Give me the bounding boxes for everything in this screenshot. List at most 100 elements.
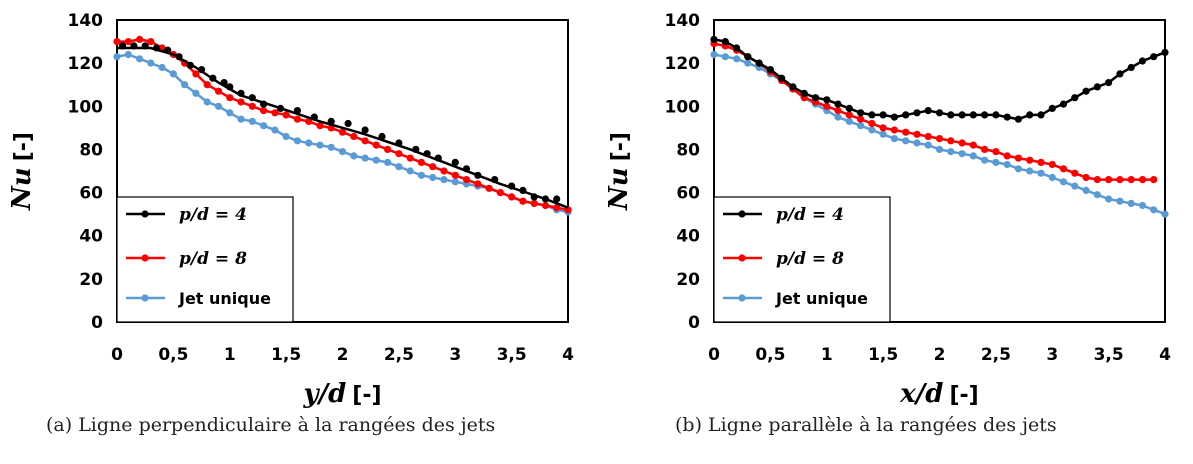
data-point: [834, 107, 842, 115]
data-point: [338, 148, 347, 156]
data-point: [316, 122, 324, 130]
data-point: [192, 70, 200, 78]
data-point: [1003, 113, 1011, 121]
data-point: [220, 79, 228, 87]
data-point: [1071, 182, 1079, 190]
data-point: [857, 109, 865, 117]
data-point: [1116, 197, 1124, 205]
data-point: [282, 111, 290, 119]
legend-label: p/d = 8: [179, 249, 247, 269]
data-point: [136, 35, 144, 44]
y-tick-label: 0: [91, 313, 103, 333]
data-point: [1105, 195, 1113, 203]
series-0: [710, 35, 1169, 123]
data-point: [868, 111, 876, 119]
data-point: [1082, 87, 1090, 95]
data-point: [248, 102, 256, 110]
data-point: [305, 139, 313, 147]
data-point: [1071, 169, 1079, 177]
data-point: [124, 38, 132, 46]
data-point: [130, 42, 138, 50]
data-point: [1150, 206, 1158, 214]
series-line: [117, 46, 569, 209]
plot-frame: [116, 19, 569, 323]
data-point: [496, 189, 504, 197]
data-point: [924, 107, 932, 115]
data-point: [141, 42, 149, 50]
y-tick-label: 20: [676, 270, 700, 290]
data-point: [913, 139, 921, 147]
y-tick-label: 140: [665, 11, 701, 31]
data-point: [226, 83, 234, 91]
data-point: [152, 44, 161, 52]
data-point: [1082, 186, 1090, 194]
data-point: [451, 158, 459, 166]
data-point: [800, 89, 808, 97]
data-point: [1026, 167, 1034, 175]
legend-label: Jet unique: [775, 289, 868, 308]
data-point: [1048, 104, 1056, 112]
y-tick-label: 20: [79, 270, 103, 290]
data-point: [485, 184, 493, 192]
data-point: [733, 55, 741, 63]
data-point: [530, 193, 538, 201]
y-tick-label: 0: [688, 313, 700, 333]
plot-frame: [713, 19, 1166, 323]
x-tick-label: 1,5: [868, 345, 898, 365]
data-point: [733, 44, 741, 52]
data-point: [778, 74, 786, 82]
data-point: [890, 113, 898, 121]
data-point: [209, 74, 217, 82]
data-point: [395, 139, 403, 147]
data-point: [119, 42, 127, 50]
data-point: [237, 115, 245, 123]
data-point: [1161, 210, 1169, 218]
data-point: [1093, 83, 1101, 91]
data-point: [429, 163, 437, 171]
legend-label: p/d = 4: [179, 205, 247, 225]
caption-a: (a) Ligne perpendiculaire à la rangées d…: [46, 414, 496, 436]
data-point: [992, 148, 1000, 156]
data-point: [1059, 100, 1068, 108]
legend: p/d = 4 p/d = 8 Jet unique: [713, 196, 891, 323]
data-point: [890, 126, 898, 134]
data-point: [293, 115, 301, 123]
data-point: [1026, 111, 1034, 119]
data-point: [305, 117, 313, 125]
data-point: [406, 167, 414, 175]
x-tick-label: 2,5: [981, 345, 1011, 365]
data-point: [316, 141, 324, 149]
data-point: [260, 100, 268, 108]
y-axis-unit: [-]: [608, 132, 633, 161]
x-tick-label: 1,5: [271, 345, 301, 365]
x-axis-unit: [-]: [949, 383, 978, 408]
data-point: [361, 154, 369, 162]
data-point: [344, 119, 352, 128]
data-point: [260, 122, 268, 130]
data-point: [1127, 199, 1135, 207]
data-point: [462, 176, 471, 184]
data-point: [1116, 176, 1124, 184]
chart-panel-b: 0 20 40 60 80 100 120 140 0 0,5 1 1,5 2 2,5 3 3,5 4 x/d [-…: [597, 0, 1193, 464]
data-point: [451, 171, 459, 179]
data-point: [744, 59, 752, 67]
data-point: [147, 38, 155, 46]
data-point: [198, 66, 206, 74]
x-tick-label: 1: [821, 345, 833, 365]
data-point: [271, 109, 279, 117]
data-point: [1138, 201, 1147, 210]
x-tick-label: 2,5: [384, 345, 414, 365]
data-point: [969, 152, 977, 160]
y-axis-title: Nu [-]: [604, 132, 634, 211]
data-point: [361, 137, 369, 145]
x-tick-label: 2: [934, 345, 946, 365]
x-tick-label: 3: [449, 345, 461, 365]
data-point: [395, 163, 403, 171]
data-point: [1014, 165, 1022, 173]
legend-label: Jet unique: [178, 289, 271, 308]
x-tick-label: 2: [337, 345, 349, 365]
legend-label: p/d = 8: [776, 249, 844, 269]
x-tick-label: 4: [562, 345, 574, 365]
data-point: [203, 98, 211, 106]
data-point: [935, 145, 944, 153]
